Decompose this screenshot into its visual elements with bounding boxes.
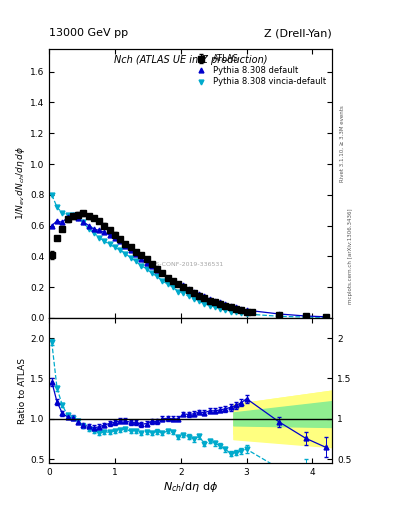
Pythia 8.308 vincia-default	[112, 244, 117, 250]
Pythia 8.308 default	[97, 227, 101, 233]
Pythia 8.308 default	[65, 214, 70, 220]
Text: 13000 GeV pp: 13000 GeV pp	[49, 28, 128, 38]
Pythia 8.308 vincia-default	[228, 309, 233, 315]
Pythia 8.308 default	[92, 226, 96, 232]
Pythia 8.308 vincia-default	[197, 298, 202, 304]
Pythia 8.308 default	[191, 289, 196, 295]
Pythia 8.308 default	[118, 238, 123, 244]
Pythia 8.308 vincia-default	[155, 273, 160, 280]
Pythia 8.308 vincia-default	[139, 263, 143, 269]
Legend: ATLAS, Pythia 8.308 default, Pythia 8.308 vincia-default: ATLAS, Pythia 8.308 default, Pythia 8.30…	[190, 53, 328, 88]
Pythia 8.308 default	[55, 218, 59, 224]
Pythia 8.308 default	[218, 300, 222, 306]
Pythia 8.308 default	[208, 296, 212, 302]
Pythia 8.308 default	[277, 311, 282, 317]
Pythia 8.308 vincia-default	[92, 230, 96, 236]
Pythia 8.308 vincia-default	[160, 278, 165, 284]
Pythia 8.308 default	[155, 267, 160, 273]
Pythia 8.308 default	[228, 303, 233, 309]
Pythia 8.308 default	[112, 235, 117, 241]
Pythia 8.308 vincia-default	[171, 284, 175, 290]
Pythia 8.308 vincia-default	[76, 215, 81, 221]
Pythia 8.308 default	[223, 301, 228, 307]
Pythia 8.308 default	[123, 243, 128, 249]
Pythia 8.308 vincia-default	[107, 241, 112, 247]
Pythia 8.308 vincia-default	[60, 210, 64, 216]
X-axis label: $N_{ch}$/d$\eta$ d$\phi$: $N_{ch}$/d$\eta$ d$\phi$	[163, 480, 218, 494]
Pythia 8.308 vincia-default	[70, 211, 75, 218]
Pythia 8.308 vincia-default	[223, 307, 228, 313]
Pythia 8.308 vincia-default	[123, 250, 128, 257]
Y-axis label: Ratio to ATLAS: Ratio to ATLAS	[18, 357, 27, 423]
Pythia 8.308 default	[81, 219, 86, 225]
Text: Nch (ATLAS UE in Z production): Nch (ATLAS UE in Z production)	[114, 55, 267, 66]
Pythia 8.308 default	[197, 291, 202, 297]
Pythia 8.308 default	[202, 293, 207, 300]
Pythia 8.308 default	[107, 232, 112, 238]
Text: Z (Drell-Yan): Z (Drell-Yan)	[264, 28, 332, 38]
Pythia 8.308 default	[149, 263, 154, 269]
Pythia 8.308 vincia-default	[218, 306, 222, 312]
Pythia 8.308 default	[186, 286, 191, 292]
Text: Rivet 3.1.10, ≥ 3.3M events: Rivet 3.1.10, ≥ 3.3M events	[340, 105, 345, 182]
Pythia 8.308 vincia-default	[277, 313, 282, 319]
Pythia 8.308 vincia-default	[176, 288, 180, 294]
Text: mcplots.cern.ch [arXiv:1306.3436]: mcplots.cern.ch [arXiv:1306.3436]	[348, 208, 353, 304]
Pythia 8.308 vincia-default	[81, 220, 86, 226]
Pythia 8.308 vincia-default	[102, 238, 107, 244]
Pythia 8.308 default	[323, 314, 328, 320]
Pythia 8.308 default	[50, 223, 54, 229]
Pythia 8.308 vincia-default	[118, 247, 123, 253]
Pythia 8.308 vincia-default	[50, 191, 54, 198]
Pythia 8.308 default	[134, 251, 138, 258]
Pythia 8.308 vincia-default	[134, 258, 138, 264]
Pythia 8.308 vincia-default	[97, 234, 101, 241]
Pythia 8.308 default	[176, 281, 180, 287]
Line: Pythia 8.308 vincia-default: Pythia 8.308 vincia-default	[50, 193, 328, 320]
Pythia 8.308 default	[244, 307, 249, 313]
Pythia 8.308 vincia-default	[149, 270, 154, 276]
Pythia 8.308 default	[239, 306, 244, 312]
Pythia 8.308 vincia-default	[186, 293, 191, 300]
Pythia 8.308 default	[181, 282, 186, 288]
Pythia 8.308 vincia-default	[65, 211, 70, 218]
Pythia 8.308 vincia-default	[234, 309, 239, 315]
Pythia 8.308 default	[160, 270, 165, 276]
Pythia 8.308 vincia-default	[55, 204, 59, 210]
Pythia 8.308 default	[139, 256, 143, 262]
Pythia 8.308 vincia-default	[129, 255, 133, 261]
Pythia 8.308 vincia-default	[213, 304, 217, 310]
Pythia 8.308 vincia-default	[239, 310, 244, 316]
Pythia 8.308 vincia-default	[144, 266, 149, 272]
Pythia 8.308 vincia-default	[181, 290, 186, 296]
Pythia 8.308 default	[171, 278, 175, 284]
Pythia 8.308 vincia-default	[202, 301, 207, 307]
Pythia 8.308 default	[213, 298, 217, 304]
Pythia 8.308 default	[303, 313, 308, 319]
Pythia 8.308 default	[86, 223, 91, 229]
Pythia 8.308 default	[102, 229, 107, 236]
Y-axis label: $1/N_{ev}\,dN_{ch}/d\eta\,d\phi$: $1/N_{ev}\,dN_{ch}/d\eta\,d\phi$	[14, 146, 27, 220]
Text: ATLAS-CONF-2019-336531: ATLAS-CONF-2019-336531	[140, 262, 224, 267]
Pythia 8.308 default	[144, 260, 149, 266]
Pythia 8.308 default	[129, 247, 133, 253]
Line: Pythia 8.308 default: Pythia 8.308 default	[50, 212, 328, 319]
Pythia 8.308 vincia-default	[191, 296, 196, 303]
Pythia 8.308 default	[60, 220, 64, 226]
Pythia 8.308 default	[76, 215, 81, 221]
Pythia 8.308 vincia-default	[244, 311, 249, 317]
Pythia 8.308 vincia-default	[323, 314, 328, 321]
Pythia 8.308 default	[165, 274, 170, 281]
Pythia 8.308 vincia-default	[86, 226, 91, 232]
Pythia 8.308 vincia-default	[165, 281, 170, 287]
Pythia 8.308 vincia-default	[303, 314, 308, 320]
Pythia 8.308 vincia-default	[208, 303, 212, 309]
Pythia 8.308 default	[70, 211, 75, 218]
Pythia 8.308 default	[234, 304, 239, 310]
